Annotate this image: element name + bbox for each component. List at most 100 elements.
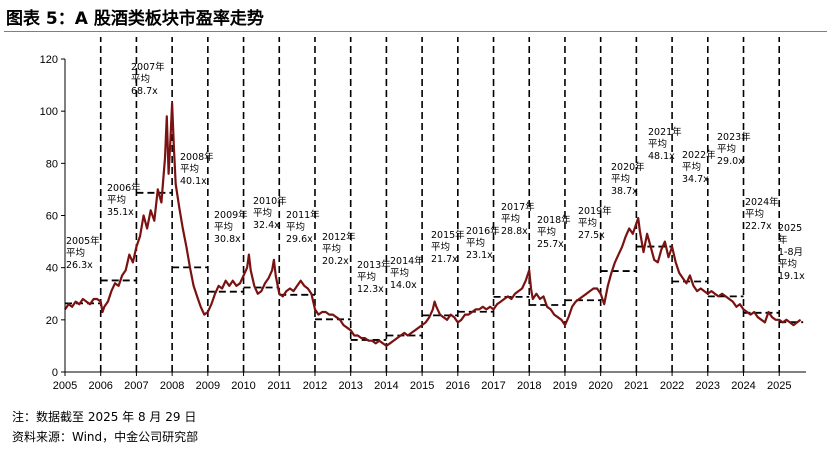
average-label-line: 平均: [682, 161, 701, 173]
x-tick-label: 2022: [660, 380, 684, 392]
x-tick-label: 2005: [53, 380, 77, 392]
average-label-line: 28.8x: [501, 226, 528, 237]
average-label-line: 38.7x: [611, 186, 638, 197]
average-label-line: 2011年: [286, 209, 320, 221]
average-label-line: 2017年: [501, 201, 535, 213]
average-label-line: 29.6x: [286, 234, 313, 245]
average-label-line: 32.4x: [253, 220, 280, 231]
average-label-line: 平均: [357, 271, 376, 283]
average-label-line: 2019年: [578, 205, 612, 217]
x-tick-label: 2023: [696, 380, 720, 392]
y-tick-label: 60: [46, 211, 58, 223]
x-tick-label: 2013: [338, 380, 362, 392]
average-label-line: 14.0x: [390, 280, 417, 291]
average-label-line: 48.1x: [648, 151, 675, 162]
average-label-line: 平均: [717, 143, 736, 155]
x-tick-label: 2011: [267, 380, 291, 392]
average-label-line: 平均: [648, 138, 667, 150]
average-label-line: 2015年: [431, 229, 465, 241]
source-note: 资料来源：Wind，中金公司研究部: [12, 430, 199, 444]
average-label-line: 30.8x: [214, 234, 241, 245]
x-tick-label: 2016: [446, 380, 470, 392]
y-tick-label: 40: [46, 263, 58, 275]
average-label-line: 2007年: [131, 61, 165, 73]
average-label-2008年: 2008年平均 40.1x: [180, 151, 214, 187]
x-axis-ticks: 2005 2006 2007 2008 2009 2010 2011 2012 2013 2014…: [53, 372, 791, 392]
average-label-2015年: 2015年平均 21.7x: [431, 229, 465, 265]
average-label-line: 平均: [611, 173, 630, 185]
average-level-lines: [65, 191, 804, 341]
x-tick-label: 2019: [553, 380, 577, 392]
average-label-line: 2010年: [253, 195, 287, 207]
average-label-line: 平均: [180, 163, 199, 175]
average-label-line: 40.1x: [180, 176, 207, 187]
pe-series-line: [64, 102, 802, 347]
average-label-line: 平均: [322, 243, 341, 255]
average-label-2006年: 2006年平均 35.1x: [107, 182, 141, 218]
x-tick-label: 2006: [88, 380, 112, 392]
average-label-line: 1-8月: [778, 247, 803, 258]
x-tick-label: 2020: [588, 380, 612, 392]
average-label-2005年: 2005年平均 26.3x: [66, 235, 100, 271]
average-label-2018年: 2018年平均 25.7x: [537, 214, 571, 250]
figure-title: 图表 5：A 股酒类板块市盈率走势: [6, 9, 264, 29]
average-label-line: 27.5x: [578, 230, 605, 241]
average-label-line: 23.1x: [466, 250, 493, 261]
average-label-2007年: 2007年平均 68.7x: [131, 61, 165, 97]
average-label-line: 2008年: [180, 151, 214, 163]
average-label-line: 12.3x: [357, 284, 384, 295]
x-tick-label: 2017: [481, 380, 505, 392]
average-label-2021年: 2021年平均 48.1x: [648, 126, 682, 162]
average-label-line: 平均: [578, 217, 597, 229]
average-label-line: 29.0x: [717, 156, 744, 167]
average-label-line: 平均: [778, 258, 797, 270]
y-tick-label: 80: [46, 158, 58, 170]
x-tick-label: 2025: [767, 380, 791, 392]
average-label-line: 平均: [431, 241, 450, 253]
title-divider: [4, 31, 827, 32]
x-tick-label: 2015: [410, 380, 434, 392]
x-tick-label: 2009: [196, 380, 220, 392]
average-label-2014年: 2014年平均 14.0x: [390, 255, 424, 291]
average-label-line: 2005年: [66, 235, 100, 247]
chart-axes: [64, 59, 806, 373]
average-label-line: 平均: [253, 207, 272, 219]
x-tick-label: 2014: [374, 380, 398, 392]
y-tick-label: 20: [46, 315, 58, 327]
average-label-2024年: 2024年平均 22.7x: [745, 196, 779, 232]
average-label-line: 35.1x: [107, 207, 134, 218]
average-label-line: 2021年: [648, 126, 682, 138]
average-label-2025: 2025 年 1-8月平均 19.1x: [778, 223, 805, 282]
average-label-2011年: 2011年平均 29.6x: [286, 209, 320, 245]
average-label-line: 平均: [107, 194, 126, 206]
average-label-2012年: 2012年平均 20.2x: [322, 231, 356, 267]
y-axis-ticks: 0 20 40 60 80 100 120: [40, 54, 65, 379]
average-label-2022年: 2022年平均 34.7x: [682, 149, 716, 185]
average-label-2017年: 2017年平均 28.8x: [501, 201, 535, 237]
average-label-line: 19.1x: [778, 271, 805, 282]
average-label-2023年: 2023年平均 29.0x: [717, 131, 751, 167]
average-label-line: 平均: [501, 213, 520, 225]
average-label-line: 21.7x: [431, 254, 458, 265]
average-label-line: 平均: [66, 247, 85, 259]
y-tick-label: 100: [40, 106, 58, 118]
average-label-line: 2013年: [357, 259, 391, 271]
average-label-line: 年: [778, 234, 788, 246]
average-label-2010年: 2010年平均 32.4x: [253, 195, 287, 231]
average-label-line: 平均: [131, 73, 150, 85]
x-tick-label: 2018: [517, 380, 541, 392]
vertical-divider-lines: [99, 37, 781, 372]
average-label-line: 2025: [778, 223, 802, 234]
y-tick-label: 120: [40, 54, 58, 66]
average-label-line: 20.2x: [322, 256, 349, 267]
average-label-line: 34.7x: [682, 174, 709, 185]
average-label-line: 2014年: [390, 255, 424, 267]
average-label-line: 22.7x: [745, 221, 772, 232]
x-tick-label: 2010: [231, 380, 255, 392]
average-label-line: 平均: [745, 208, 764, 220]
average-label-2020年: 2020年平均 38.7x: [611, 161, 645, 197]
average-label-2009年: 2009年平均 30.8x: [214, 209, 248, 245]
average-label-line: 26.3x: [66, 260, 93, 271]
